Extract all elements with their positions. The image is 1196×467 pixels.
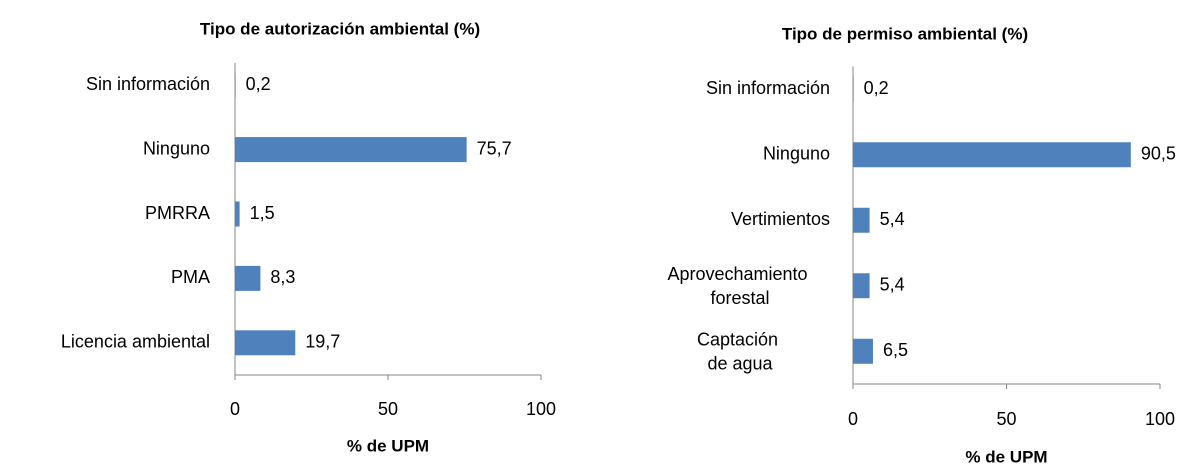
value-label: 90,5 (1141, 144, 1176, 164)
bar (235, 265, 261, 291)
category-line: de agua (707, 353, 773, 373)
x-tick-label: 0 (230, 399, 240, 419)
value-label: 6,5 (883, 340, 908, 360)
value-label: 1,5 (250, 203, 275, 223)
category-label: Vertimientos (731, 209, 830, 229)
category-label: Sin información (706, 78, 830, 98)
value-label: 0,2 (246, 74, 271, 94)
bar (235, 72, 236, 98)
category-label: Ninguno (763, 144, 830, 164)
category-line: Captación (697, 329, 783, 349)
bar (853, 207, 870, 233)
bar (853, 142, 1131, 168)
value-label: 8,3 (270, 267, 295, 287)
category-label: Licencia ambiental (61, 332, 210, 352)
category-label: Aprovechamiento forestal (667, 264, 812, 308)
category-label: Captación de agua (697, 329, 783, 373)
value-label: 5,4 (880, 275, 905, 295)
value-label: 19,7 (305, 332, 340, 352)
x-tick-label: 50 (378, 399, 398, 419)
category-line: Aprovechamiento (667, 264, 812, 284)
x-tick-label: 100 (526, 399, 556, 419)
category-label: Ninguno (143, 138, 210, 158)
x-axis-label: % de UPM (347, 436, 429, 455)
bar (853, 273, 870, 299)
value-label: 0,2 (864, 78, 889, 98)
x-axis-label: % de UPM (965, 447, 1047, 466)
value-label: 75,7 (477, 138, 512, 158)
category-line: forestal (710, 288, 769, 308)
category-label: Sin información (86, 74, 210, 94)
x-tick-label: 50 (996, 409, 1016, 429)
bar (235, 137, 467, 163)
category-label: PMA (171, 267, 210, 287)
bar (235, 201, 240, 227)
category-label: PMRRA (145, 203, 210, 223)
chart-title: Tipo de permiso ambiental (%) (782, 24, 1028, 43)
chart-title: Tipo de autorización ambiental (%) (200, 19, 480, 38)
value-label: 5,4 (880, 209, 905, 229)
x-tick-label: 100 (1145, 409, 1175, 429)
bar (235, 330, 296, 356)
bar (853, 76, 854, 102)
bar (853, 338, 873, 364)
x-tick-label: 0 (848, 409, 858, 429)
